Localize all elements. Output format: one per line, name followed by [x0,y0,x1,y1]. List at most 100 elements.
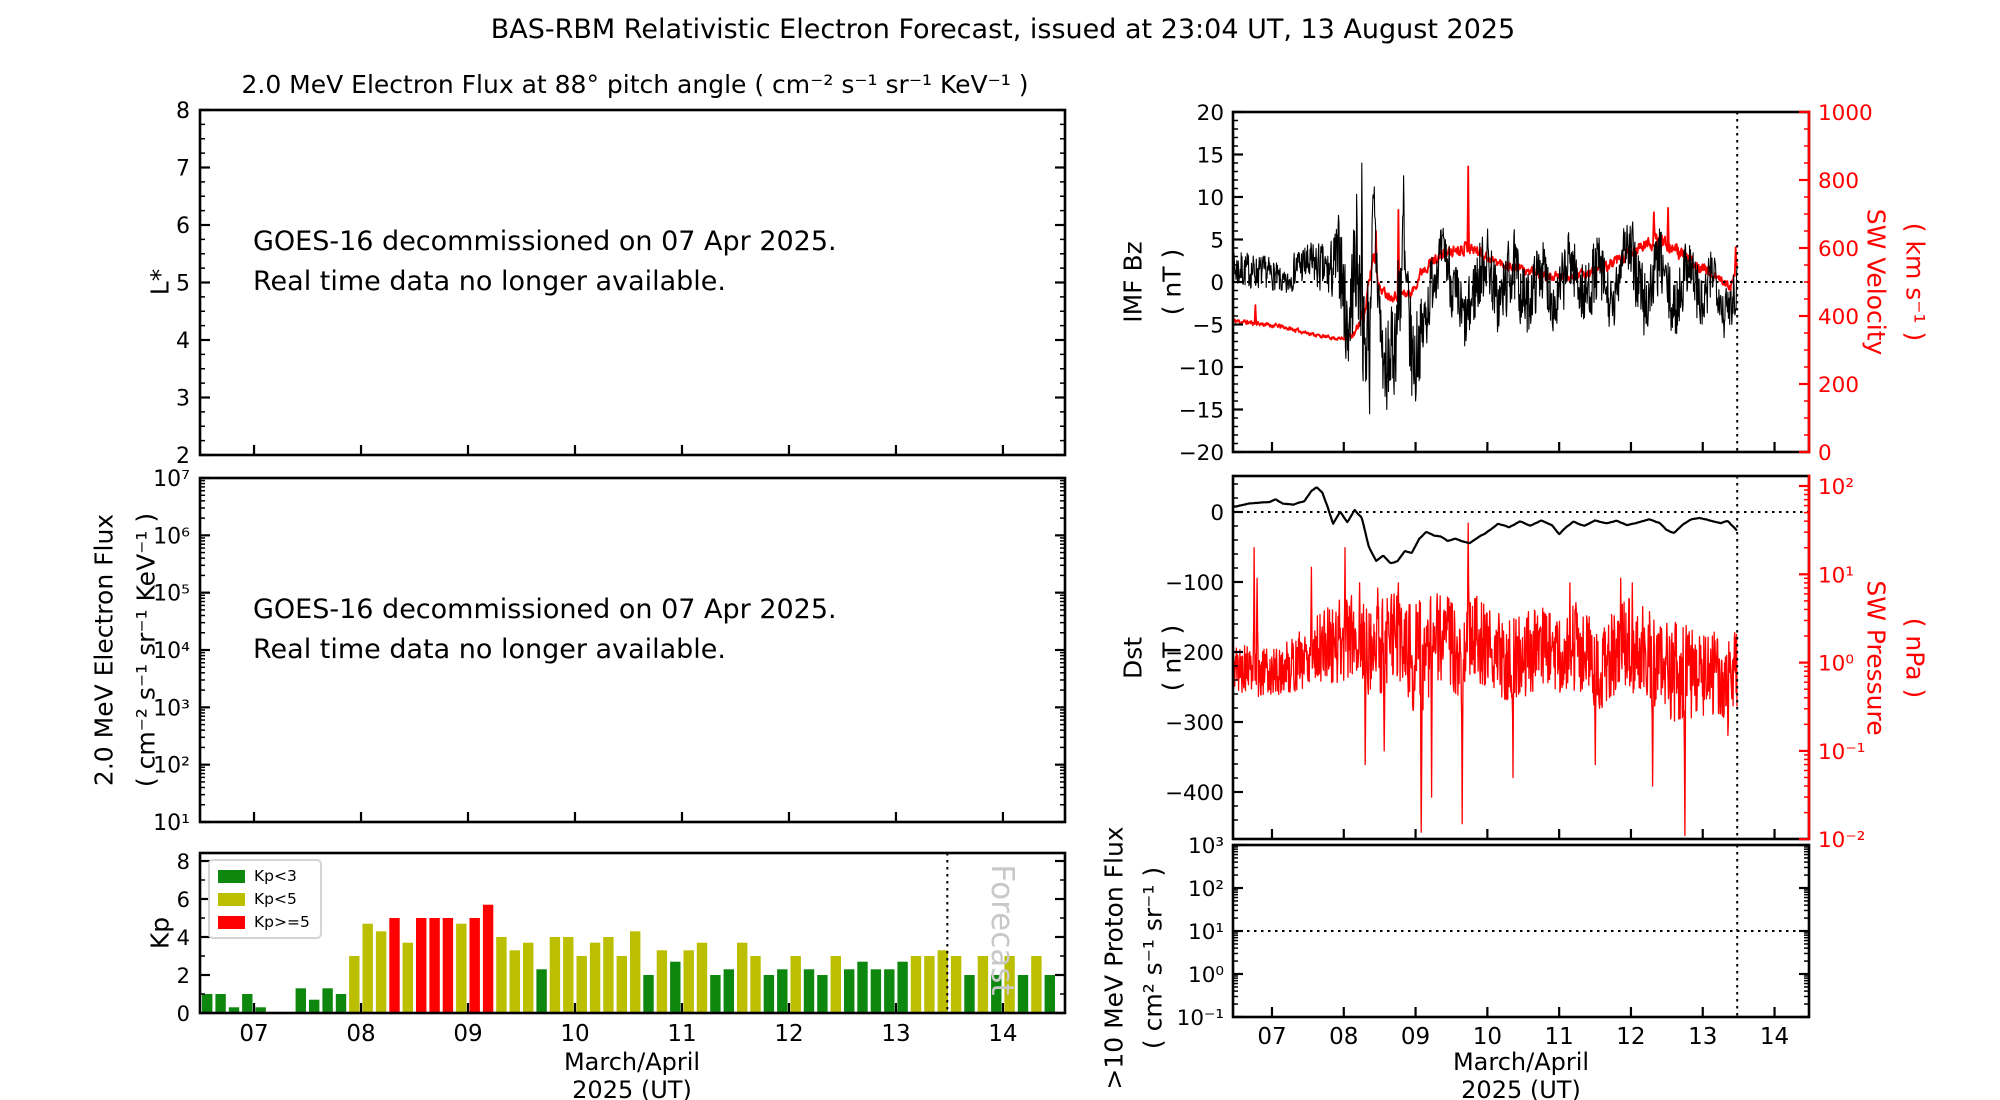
kp-bar [563,937,574,1013]
kp-bar [309,999,320,1013]
tick-label: 10³ [153,696,190,721]
xlabel-left-line2: 2025 (UT) [572,1076,692,1100]
kp-bar [349,956,360,1013]
legend-item-kp-lt5: Kp<5 [218,890,310,908]
tick-label: 10⁴ [153,639,190,664]
notice-line-1: GOES-16 decommissioned on 07 Apr 2025. [253,226,837,257]
x-tick-label: 10 [560,1021,589,1047]
ylabel-proton-flux-line2: ( cm² s⁻¹ sr⁻¹ ) [1138,866,1168,1050]
kp-bar [215,994,226,1013]
ylabel-sw-velocity-line2: ( km s⁻¹ ) [1900,222,1930,342]
legend-label: Kp<5 [254,890,297,908]
kp-bar [1031,956,1042,1013]
kp-bar [964,975,975,1013]
tick-label: 10⁻¹ [1818,740,1865,765]
tick-label: −100 [1165,571,1224,596]
tick-label: 0 [1210,271,1224,296]
tick-label: 20 [1197,101,1224,126]
tick-label: 8 [176,99,190,124]
legend-swatch-yellow [218,892,245,906]
kp-bar [576,956,587,1013]
ylabel-sw-velocity-line1: SW Velocity [1861,208,1891,356]
tick-label: 6 [176,214,190,239]
x-tick-label: 13 [1688,1024,1717,1050]
ylabel-imf-bz-line2: ( nT ) [1157,248,1187,316]
tick-label: 800 [1818,169,1859,194]
figure-title: BAS-RBM Relativistic Electron Forecast, … [490,14,1516,45]
tick-label: 7 [176,157,190,182]
tick-label: 200 [1818,373,1859,398]
kp-bar [429,918,440,1013]
legend-label: Kp<3 [254,867,297,885]
tick-label: 6 [177,888,190,912]
kp-bar [1017,975,1029,1013]
tick-label: −400 [1165,781,1224,806]
x-tick-label: 07 [239,1021,268,1047]
legend-swatch-red [218,915,245,929]
kp-bar [884,969,895,1013]
tick-label: −5 [1192,314,1224,339]
kp-bar [295,988,306,1013]
ylabel-lstar: L* [145,268,175,296]
kp-bar [643,975,654,1013]
series-group [202,904,1055,1013]
ylabel-dst-line2: ( nT ) [1157,624,1187,692]
legend-item-kp-ge5: Kp>=5 [218,913,310,931]
tick-label: 4 [177,926,190,950]
kp-bar [496,937,507,1013]
kp-bar [696,942,708,1013]
kp-bar [362,923,373,1013]
kp-bar [910,956,922,1013]
x-tick-label: 11 [667,1021,696,1047]
tick-label: −300 [1165,711,1224,736]
tick-label: 10⁶ [153,524,190,549]
kp-bar [509,950,520,1013]
kp-bar [416,918,427,1013]
tick-label: 10² [1188,877,1224,902]
tick-label: 2 [176,444,190,469]
kp-bar [603,937,614,1013]
kp-bar [790,956,801,1013]
kp-bar [870,969,882,1013]
kp-bar [857,961,868,1013]
kp-bar [549,937,561,1013]
tick-label: −200 [1165,641,1224,666]
tick-label: −15 [1179,399,1224,424]
kp-bar [950,956,962,1013]
xlabel-right-line2: 2025 (UT) [1461,1076,1581,1100]
x-tick-label: 09 [1401,1024,1430,1050]
tick-label: 0 [1818,441,1832,466]
kp-legend: Kp<3 Kp<5 Kp>=5 [208,859,322,939]
sw-velocity-line [1233,165,1738,341]
legend-swatch-green [218,869,245,883]
ylabel-sw-pressure-line1: SW Pressure [1861,580,1891,736]
kp-bar [817,975,828,1013]
tick-label: 10² [1818,475,1854,500]
tick-label: 0 [177,1002,190,1026]
sw-pressure-line [1233,522,1738,837]
tick-label: 10² [153,754,190,779]
kp-bar [322,988,333,1013]
kp-bar [335,994,347,1013]
kp-bar [977,956,989,1013]
kp-bar [469,918,480,1013]
kp-bar [616,956,627,1013]
panel-border [198,851,1067,1015]
kp-bar [456,923,467,1013]
kp-bar [630,931,641,1013]
ylabel-dst-line1: Dst [1118,636,1148,680]
x-tick-label: 14 [1760,1024,1789,1050]
x-tick-label: 12 [774,1021,803,1047]
kp-bar [242,994,253,1013]
legend-item-kp-lt3: Kp<3 [218,867,310,885]
kp-bar [924,956,935,1013]
kp-bar [844,969,855,1013]
tick-label: 600 [1818,237,1859,262]
kp-bar [523,942,534,1013]
ylabel-sw-pressure-line2: ( nPa ) [1900,617,1930,699]
tick-label: −20 [1179,441,1224,466]
x-tick-label: 10 [1473,1024,1502,1050]
kp-bar [389,918,400,1013]
tick-label: 400 [1818,305,1859,330]
